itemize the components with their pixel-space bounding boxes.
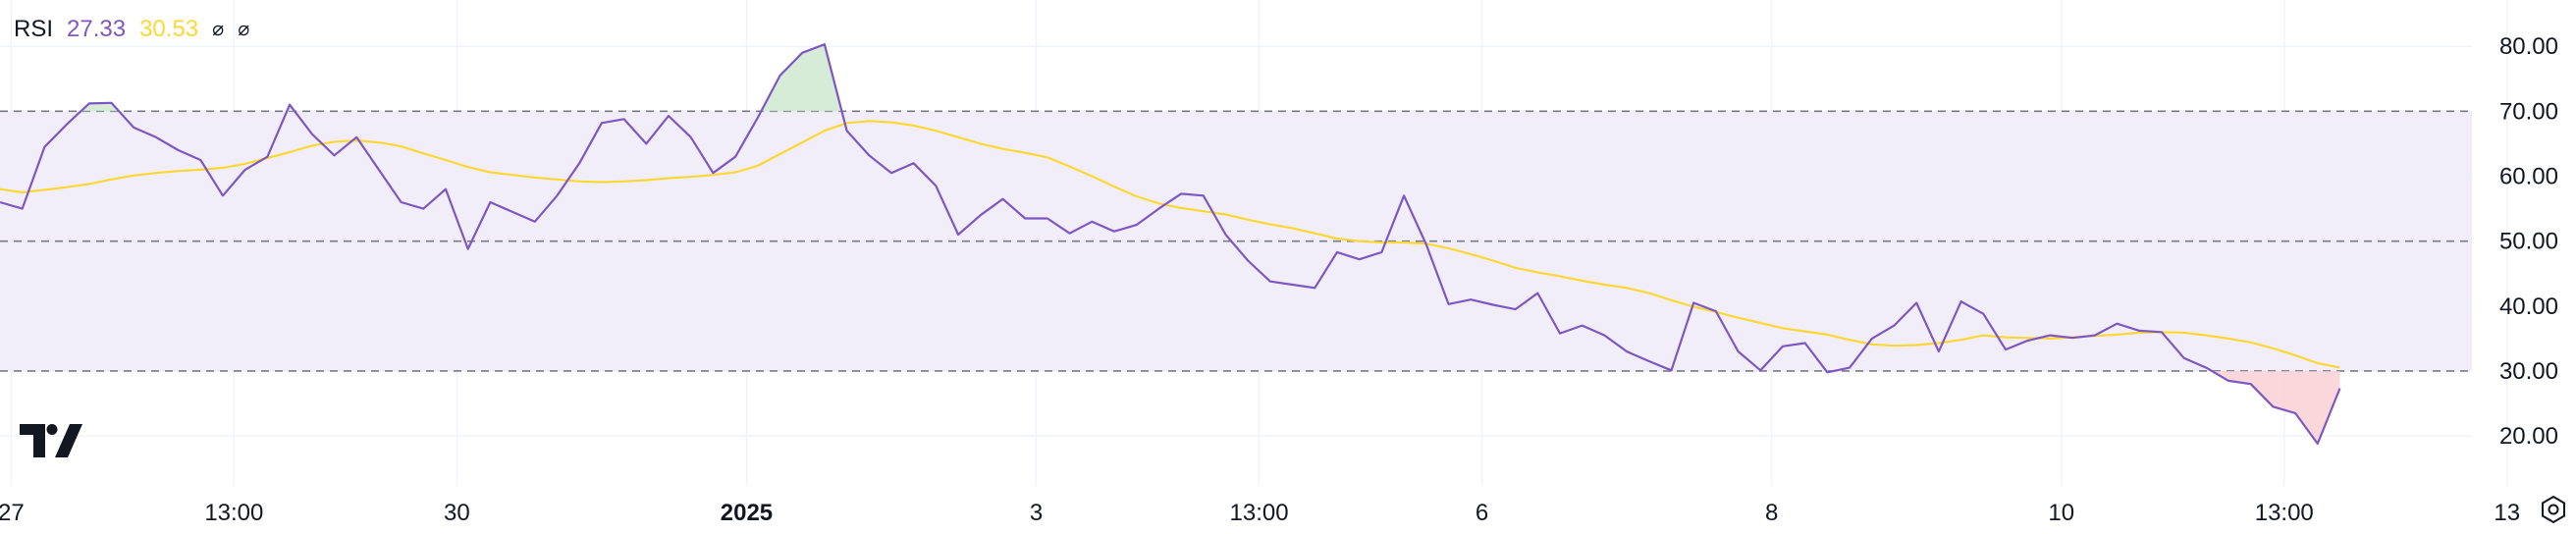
rsi-value: 27.33 <box>67 16 127 42</box>
x-tick-label: 8 <box>1765 500 1778 526</box>
x-tick-label: 3 <box>1030 500 1043 526</box>
y-tick-label: 70.00 <box>2499 98 2558 125</box>
x-tick-label: 30 <box>444 500 470 526</box>
overbought-fill-2 <box>761 44 842 112</box>
y-tick-label: 80.00 <box>2499 33 2558 60</box>
tradingview-logo[interactable] <box>20 424 82 457</box>
indicator-name[interactable]: RSI <box>14 16 54 42</box>
y-tick-label: 20.00 <box>2499 423 2558 450</box>
y-tick-label: 40.00 <box>2499 294 2558 320</box>
x-tick-label: 13 <box>2494 500 2520 526</box>
x-tick-label: 2025 <box>721 500 773 526</box>
settings-gear-icon[interactable] <box>2539 495 2568 524</box>
x-tick-label: 13:00 <box>2255 500 2314 526</box>
length-toggle-icon[interactable]: ⌀ <box>238 19 250 40</box>
rsi-band-background <box>0 111 2472 371</box>
series-lines <box>0 43 2341 446</box>
rsi-line <box>0 43 2341 446</box>
ma-value: 30.53 <box>139 16 199 42</box>
overbought-fill-0 <box>80 102 120 112</box>
price-scale[interactable]: 20.00 30.00 40.00 50.00 60.00 70.00 80.00 <box>2499 33 2558 450</box>
rsi-ma-line <box>0 120 2340 369</box>
x-tick-label: 6 <box>1476 500 1488 526</box>
y-tick-label: 30.00 <box>2499 358 2558 385</box>
y-tick-label: 60.00 <box>2499 164 2558 190</box>
indicator-legend[interactable]: RSI 27.33 30.53 ⌀ ⌀ <box>14 14 249 45</box>
x-tick-label: 13:00 <box>1230 500 1289 526</box>
y-tick-label: 50.00 <box>2499 229 2558 255</box>
source-toggle-icon[interactable]: ⌀ <box>212 19 225 40</box>
time-scale[interactable]: 27 13:00 30 2025 3 13:00 6 8 10 13:00 13 <box>0 500 2520 526</box>
x-tick-label: 27 <box>0 500 25 526</box>
x-tick-label: 10 <box>2048 500 2074 526</box>
x-tick-label: 13:00 <box>204 500 263 526</box>
